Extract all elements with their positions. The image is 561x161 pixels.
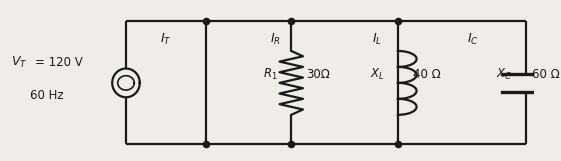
Text: $I_R$: $I_R$ — [270, 31, 280, 47]
Text: $I_T$: $I_T$ — [160, 31, 172, 47]
Text: 60 Ω: 60 Ω — [532, 68, 560, 81]
Text: $X_L$: $X_L$ — [370, 67, 385, 82]
Text: $I_L$: $I_L$ — [371, 31, 381, 47]
Text: $I_C$: $I_C$ — [467, 31, 479, 47]
Text: 40 Ω: 40 Ω — [413, 68, 440, 81]
Text: $X_C$: $X_C$ — [496, 67, 513, 82]
Text: 60 Hz: 60 Hz — [30, 89, 63, 102]
Text: 30Ω: 30Ω — [306, 68, 330, 81]
Text: $V_T$: $V_T$ — [11, 55, 28, 70]
Text: = 120 V: = 120 V — [35, 56, 83, 69]
Text: $R_1$: $R_1$ — [263, 67, 278, 82]
